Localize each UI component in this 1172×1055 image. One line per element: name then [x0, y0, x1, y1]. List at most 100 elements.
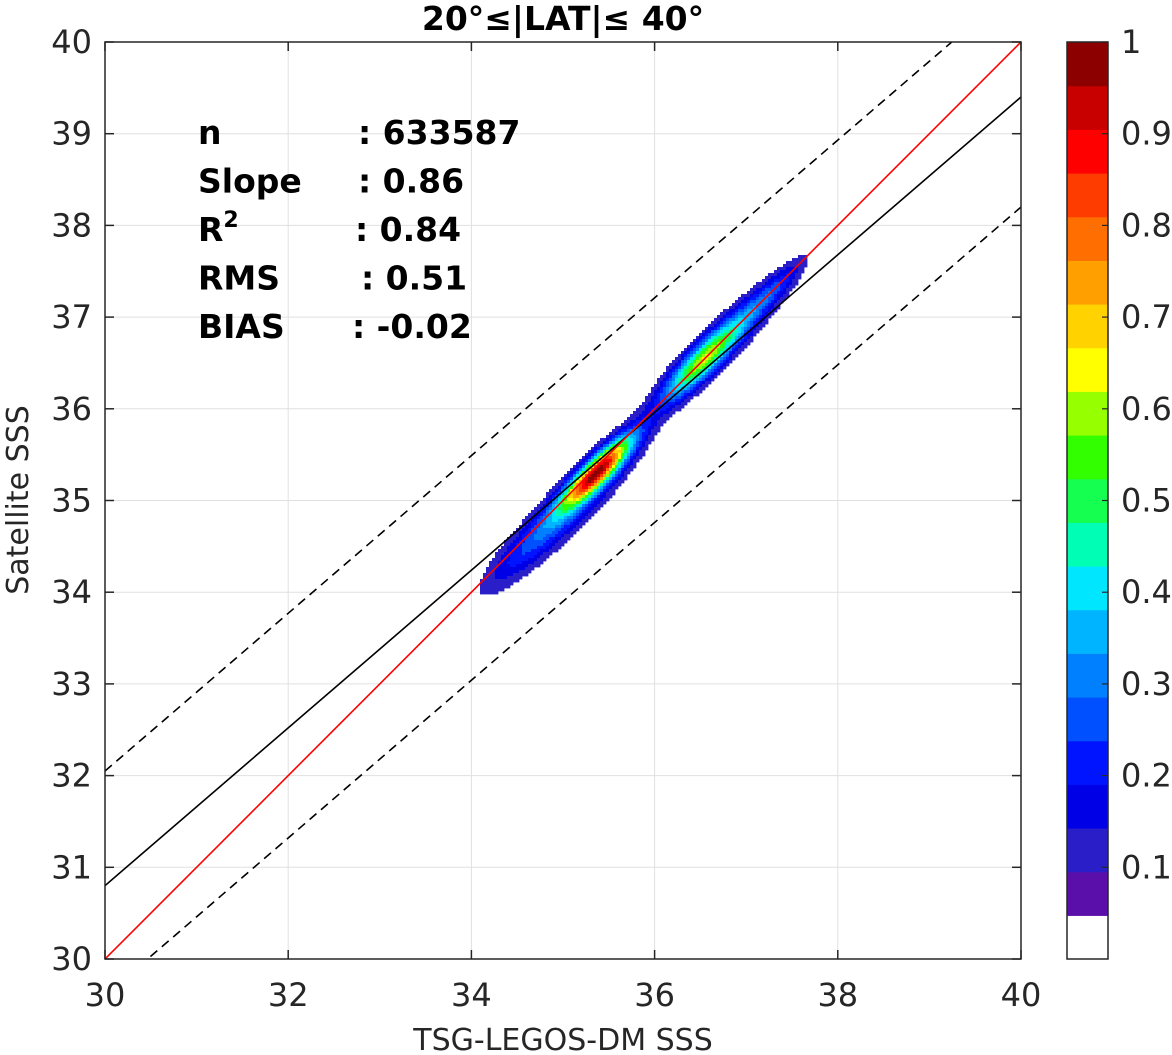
density-cell	[684, 399, 688, 403]
density-cell	[597, 471, 601, 475]
density-cell	[648, 438, 652, 442]
density-cell	[627, 438, 631, 442]
density-cell	[579, 468, 583, 472]
density-cell	[711, 324, 715, 328]
density-cell	[498, 555, 502, 559]
density-cell	[660, 393, 664, 397]
density-cell	[708, 381, 712, 385]
density-cell	[723, 357, 727, 361]
density-cell	[720, 360, 724, 364]
colorbar-band	[1067, 522, 1108, 567]
density-cell	[660, 375, 664, 379]
density-cell	[537, 564, 541, 568]
density-cell	[570, 522, 574, 526]
density-cell	[780, 300, 784, 304]
density-cell	[783, 267, 787, 271]
density-cell	[609, 432, 613, 436]
density-cell	[633, 459, 637, 463]
density-cell	[603, 447, 607, 451]
density-cell	[609, 447, 613, 451]
density-cell	[597, 486, 601, 490]
density-cell	[537, 513, 541, 517]
density-cell	[675, 357, 679, 361]
density-cell	[657, 426, 661, 430]
density-cell	[561, 516, 565, 520]
density-cell	[516, 567, 520, 571]
density-cell	[690, 393, 694, 397]
density-cell	[609, 453, 613, 457]
density-cell	[648, 399, 652, 403]
density-cell	[684, 354, 688, 358]
density-cell	[510, 546, 514, 550]
density-cell	[708, 324, 712, 328]
density-cell	[663, 393, 667, 397]
density-cell	[615, 486, 619, 490]
density-cell	[624, 453, 628, 457]
density-cell	[696, 375, 700, 379]
density-cell	[573, 507, 577, 511]
density-cell	[552, 492, 556, 496]
density-cell	[648, 423, 652, 427]
density-cell	[639, 408, 643, 412]
density-cell	[546, 519, 550, 523]
density-cell	[633, 453, 637, 457]
density-cell	[552, 540, 556, 544]
density-cell	[675, 378, 679, 382]
density-cell	[495, 558, 499, 562]
density-cell	[804, 261, 808, 265]
density-cell	[633, 441, 637, 445]
density-cell	[483, 573, 487, 577]
density-cell	[717, 330, 721, 334]
density-cell	[624, 438, 628, 442]
density-cell	[774, 303, 778, 307]
density-cell	[564, 501, 568, 505]
density-cell	[693, 348, 697, 352]
density-cell	[528, 525, 532, 529]
density-cell	[558, 528, 562, 532]
density-cell	[615, 462, 619, 466]
density-cell	[507, 582, 511, 586]
density-cell	[519, 570, 523, 574]
density-cell	[510, 564, 514, 568]
density-cell	[738, 303, 742, 307]
density-cell	[576, 492, 580, 496]
density-cell	[714, 375, 718, 379]
density-cell	[720, 336, 724, 340]
density-cell	[663, 399, 667, 403]
density-cell	[696, 384, 700, 388]
density-cell	[666, 378, 670, 382]
density-cell	[702, 366, 706, 370]
density-cell	[723, 333, 727, 337]
density-cell	[627, 462, 631, 466]
density-cell	[603, 444, 607, 448]
density-cell	[768, 300, 772, 304]
density-cell	[798, 258, 802, 262]
density-cell	[609, 495, 613, 499]
density-cell	[495, 582, 499, 586]
density-cell	[681, 351, 685, 355]
y-tick-label: 30	[51, 940, 92, 978]
density-cell	[525, 558, 529, 562]
density-cell	[537, 561, 541, 565]
density-cell	[777, 276, 781, 280]
density-cell	[507, 576, 511, 580]
density-cell	[786, 285, 790, 289]
density-cell	[558, 531, 562, 535]
density-cell	[666, 396, 670, 400]
density-cell	[747, 309, 751, 313]
density-cell	[795, 279, 799, 283]
density-cell	[600, 462, 604, 466]
density-cell	[612, 429, 616, 433]
x-tick-label: 40	[1001, 976, 1042, 1014]
density-cell	[594, 501, 598, 505]
density-cell	[669, 399, 673, 403]
density-cell	[615, 435, 619, 439]
density-cell	[633, 420, 637, 424]
y-tick-label: 35	[51, 482, 92, 520]
density-cell	[705, 360, 709, 364]
density-cell	[636, 432, 640, 436]
density-cell	[591, 453, 595, 457]
density-cell	[513, 543, 517, 547]
colorbar-tick-label: 1	[1121, 23, 1141, 61]
density-cell	[792, 276, 796, 280]
